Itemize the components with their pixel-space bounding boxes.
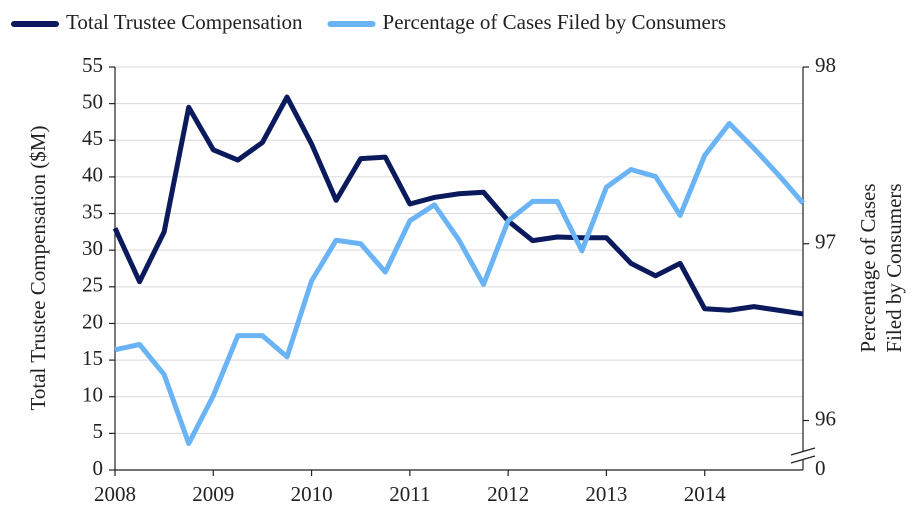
- x-tick-label: 2008: [94, 482, 136, 506]
- y-tick-label: 15: [82, 346, 103, 370]
- x-tick-label: 2011: [389, 482, 430, 506]
- x-tick-label: 2010: [291, 482, 333, 506]
- legend-label: Total Trustee Compensation: [66, 10, 303, 34]
- y-tick-label: 35: [82, 199, 103, 223]
- y-axis-title: Total Trustee Compensation ($M): [26, 126, 50, 411]
- x-tick-label: 2012: [487, 482, 529, 506]
- axis-break: [790, 447, 816, 456]
- x-tick-label: 2013: [585, 482, 627, 506]
- y-tick-label: 25: [82, 273, 103, 297]
- y-tick-label: 40: [82, 163, 103, 187]
- y-tick-label: 20: [82, 309, 103, 333]
- axis-break-gap: [791, 452, 815, 460]
- y-tick-label: 10: [82, 383, 103, 407]
- x-tick-label: 2009: [192, 482, 234, 506]
- y2-tick-label: 96: [815, 406, 836, 430]
- x-tick-label: 2014: [684, 482, 727, 506]
- series-line: [112, 94, 804, 317]
- y-tick-label: 45: [82, 126, 103, 150]
- y-tick-label: 55: [82, 53, 103, 77]
- y-tick-label: 50: [82, 89, 103, 113]
- y2-axis-title: Percentage of Cases: [856, 183, 880, 352]
- legend-label: Percentage of Cases Filed by Consumers: [383, 10, 727, 34]
- y2-break-label: 0: [815, 456, 826, 480]
- y-tick-label: 0: [93, 456, 104, 480]
- axis-break: [790, 455, 816, 464]
- series-line: [114, 121, 805, 446]
- y2-axis-title: Filed by Consumers: [882, 183, 906, 352]
- y-tick-label: 5: [93, 419, 104, 443]
- y2-tick-label: 97: [815, 230, 836, 254]
- y2-tick-label: 98: [815, 53, 836, 77]
- y-tick-label: 30: [82, 236, 103, 260]
